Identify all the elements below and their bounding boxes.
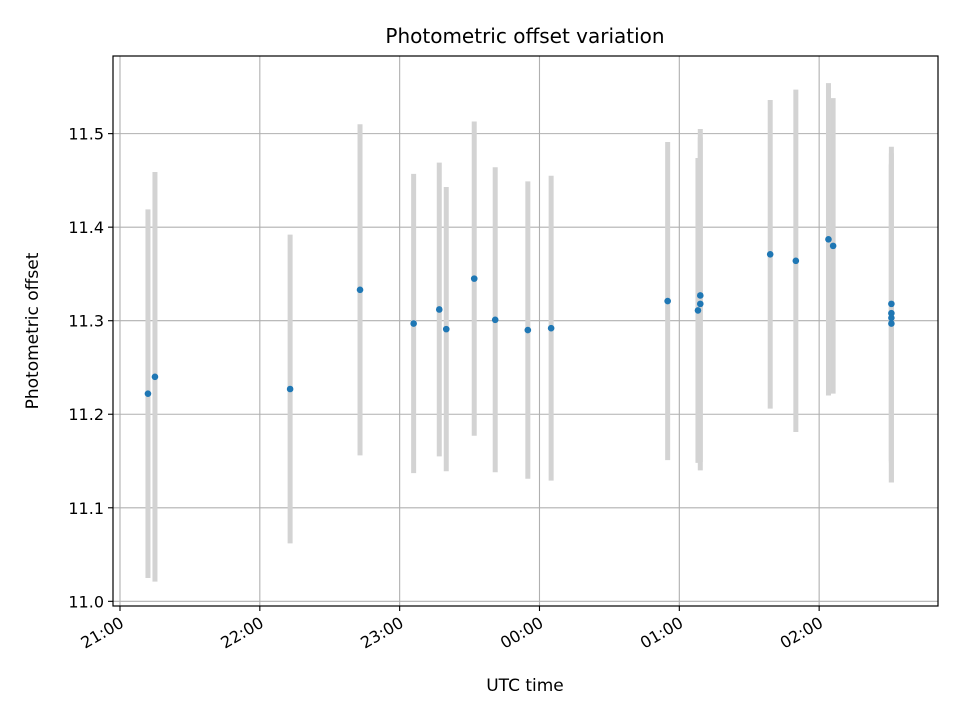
data-point xyxy=(888,320,895,327)
data-point xyxy=(696,300,704,308)
data-point xyxy=(664,297,671,305)
data-point xyxy=(410,320,417,327)
data-point xyxy=(766,250,774,258)
y-tick-label: 11.5 xyxy=(68,125,104,144)
y-tick-label: 11.3 xyxy=(68,312,104,331)
plot-frame xyxy=(112,55,939,607)
y-tick-label: 11.0 xyxy=(68,592,104,611)
y-tick-label: 11.1 xyxy=(68,499,104,518)
data-point xyxy=(888,314,895,322)
chart-title: Photometric offset variation xyxy=(385,24,664,48)
y-axis-ticks: 11.0 11.1 11.2 11.3 11.4 11.5 xyxy=(68,125,113,611)
data-point xyxy=(829,242,837,250)
data-point xyxy=(524,326,532,334)
data-point xyxy=(792,257,800,265)
data-point xyxy=(825,236,832,243)
data-point xyxy=(442,325,450,333)
data-point xyxy=(491,316,499,324)
data-point xyxy=(144,390,152,397)
y-axis-title: Photometric offset xyxy=(23,252,43,409)
data-point xyxy=(888,309,895,317)
data-point xyxy=(694,307,702,314)
y-tick-label: 11.2 xyxy=(68,405,104,424)
data-point xyxy=(888,300,895,308)
data-point xyxy=(696,292,704,299)
data-point xyxy=(286,385,294,393)
data-point xyxy=(435,306,443,313)
data-point xyxy=(151,373,159,381)
x-axis-title: UTC time xyxy=(486,676,564,696)
data-point xyxy=(356,286,364,294)
data-point xyxy=(547,324,555,332)
data-points xyxy=(144,236,895,397)
y-tick-label: 11.4 xyxy=(68,218,104,237)
data-point xyxy=(470,275,478,282)
